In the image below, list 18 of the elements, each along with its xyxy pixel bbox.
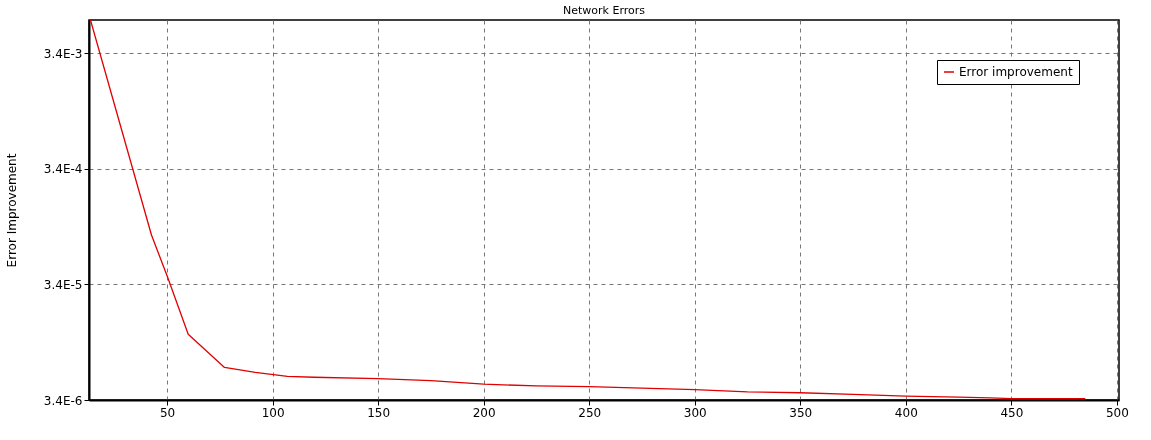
x-tick-label: 400 <box>894 405 918 420</box>
x-tick-label: 100 <box>261 405 285 420</box>
y-tick-label: 3.4E-4 <box>43 162 83 177</box>
y-tick-label: 3.4E-5 <box>43 277 83 292</box>
legend-label: Error improvement <box>959 65 1073 79</box>
x-tick-label: 500 <box>1105 405 1129 420</box>
y-tick-label: 3.4E-3 <box>43 46 83 61</box>
x-tick-label: 250 <box>578 405 602 420</box>
line-series <box>89 20 1086 400</box>
y-tick-label: 3.4E-6 <box>43 393 83 408</box>
x-tick-label: 450 <box>1000 405 1024 420</box>
x-tick-label: 200 <box>472 405 496 420</box>
x-tick-label: 50 <box>159 405 176 420</box>
x-tick-label: 350 <box>789 405 813 420</box>
x-tick-label: 300 <box>683 405 707 420</box>
x-tick-label: 150 <box>367 405 391 420</box>
chart-title: Network Errors <box>563 4 646 17</box>
y-axis-title: Error Improvement <box>4 153 19 268</box>
